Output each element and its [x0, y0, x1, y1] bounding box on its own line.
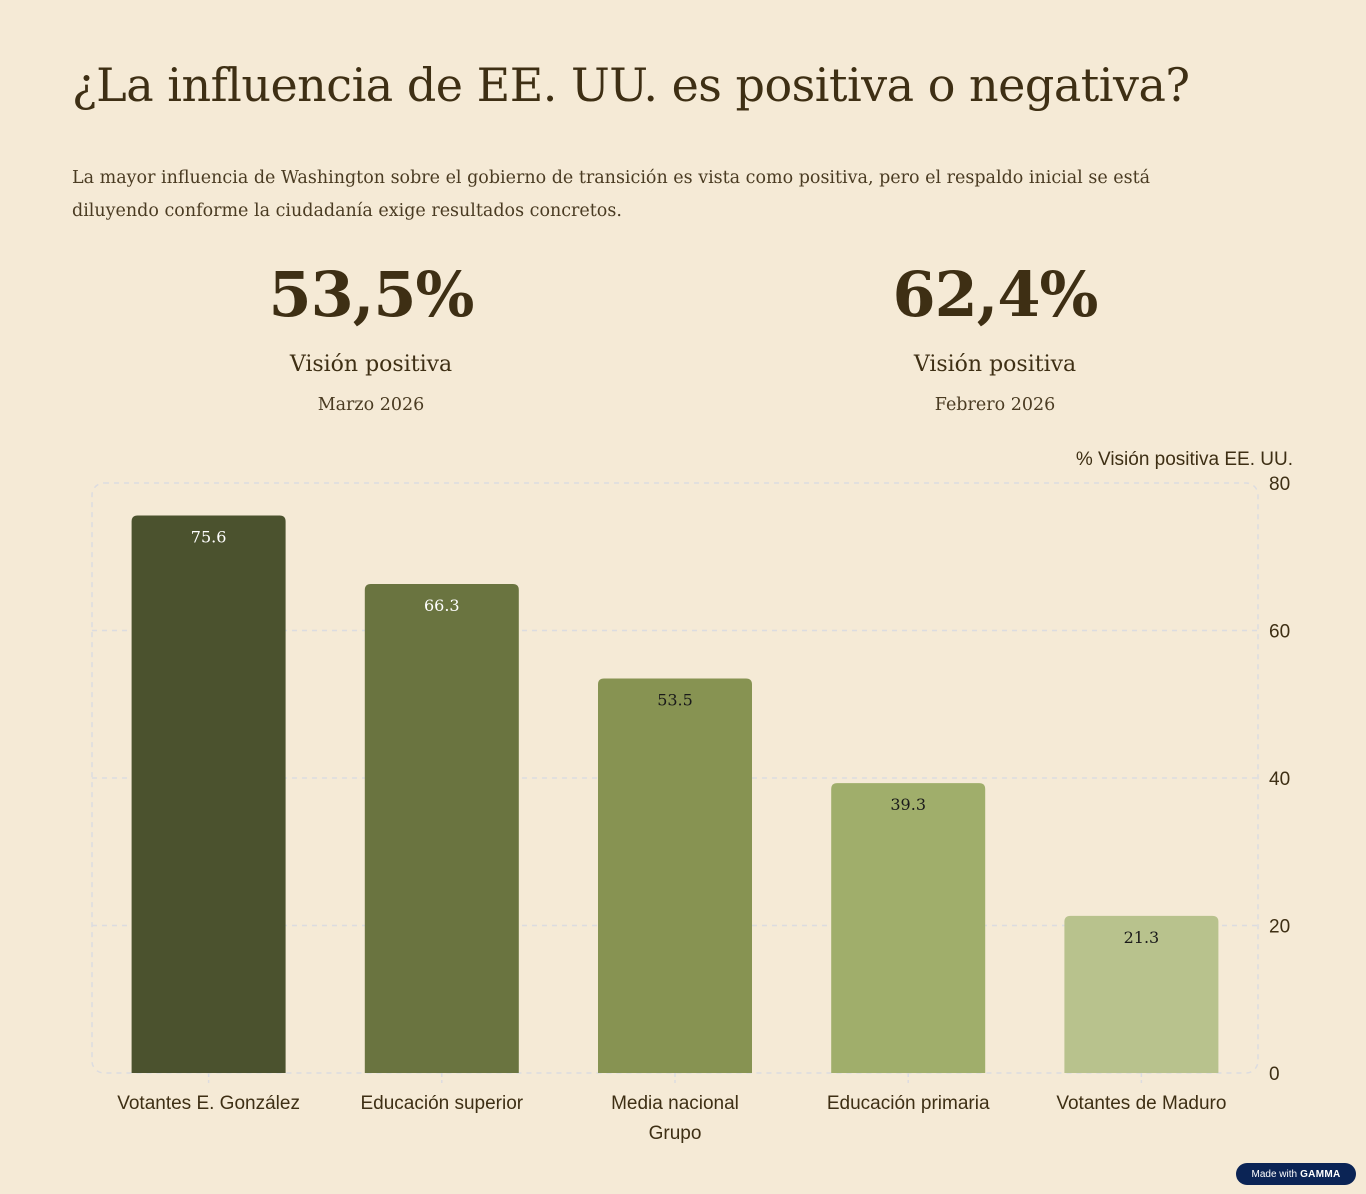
made-with-gamma-badge[interactable]: Made with GAMMA — [1236, 1163, 1356, 1185]
x-tick-label: Educación superior — [360, 1093, 523, 1114]
bar-group: 53.5 — [598, 678, 752, 1073]
x-tick-label: Votantes E. González — [117, 1093, 300, 1114]
stat-label: Visión positiva — [289, 352, 453, 377]
y-tick-label: 60 — [1269, 622, 1290, 643]
y-tick-label: 40 — [1269, 769, 1290, 790]
bars: 75.6 66.3 53.5 39.3 21.3 — [131, 515, 1219, 1073]
bar-group: 75.6 — [131, 515, 286, 1073]
bar-value-label: 53.5 — [657, 690, 693, 709]
bar-value-label: 66.3 — [424, 596, 460, 615]
x-tick-label: Educación primaria — [827, 1093, 990, 1114]
gamma-logo: GAMMA — [1300, 1168, 1341, 1180]
bar-group: 21.3 — [1064, 915, 1219, 1073]
y-axis-title: % Visión positiva EE. UU. — [1075, 449, 1293, 470]
y-axis-ticks: 0 20 40 60 80 — [1269, 474, 1290, 1085]
bar[interactable] — [1064, 915, 1219, 1073]
bar-value-label: 39.3 — [890, 795, 926, 814]
bar[interactable] — [131, 515, 286, 1073]
plot-frame — [91, 482, 1259, 1074]
stat-label: Visión positiva — [913, 352, 1077, 377]
stat-date: Marzo 2026 — [317, 395, 425, 415]
bar-value-label: 75.6 — [191, 527, 227, 546]
stat-february: 62,4% Visión positiva Febrero 2026 — [795, 256, 1195, 415]
x-axis-labels: Votantes E. González Educación superior Me… — [117, 1073, 1226, 1144]
x-axis-title: Grupo — [649, 1123, 702, 1144]
bar-group: 66.3 — [364, 584, 519, 1073]
bar[interactable] — [831, 783, 986, 1073]
y-tick-label: 20 — [1269, 917, 1290, 938]
x-tick-label: Media nacional — [611, 1093, 739, 1114]
badge-prefix: Made with — [1251, 1168, 1298, 1180]
page-subtitle: La mayor influencia de Washington sobre … — [72, 168, 1151, 221]
bar-group: 39.3 — [831, 783, 986, 1073]
bar[interactable] — [598, 678, 752, 1073]
x-tick-label: Votantes de Maduro — [1056, 1093, 1226, 1114]
stat-march: 53,5% Visión positiva Marzo 2026 — [171, 256, 571, 415]
bar[interactable] — [364, 584, 519, 1073]
stat-value: 53,5% — [268, 258, 475, 331]
y-tick-label: 0 — [1269, 1064, 1280, 1085]
stat-value: 62,4% — [892, 258, 1099, 331]
stat-date: Febrero 2026 — [934, 395, 1056, 415]
page-title: ¿La influencia de EE. UU. es positiva o … — [72, 58, 1190, 112]
y-tick-label: 80 — [1269, 474, 1290, 495]
bar-value-label: 21.3 — [1124, 928, 1160, 947]
